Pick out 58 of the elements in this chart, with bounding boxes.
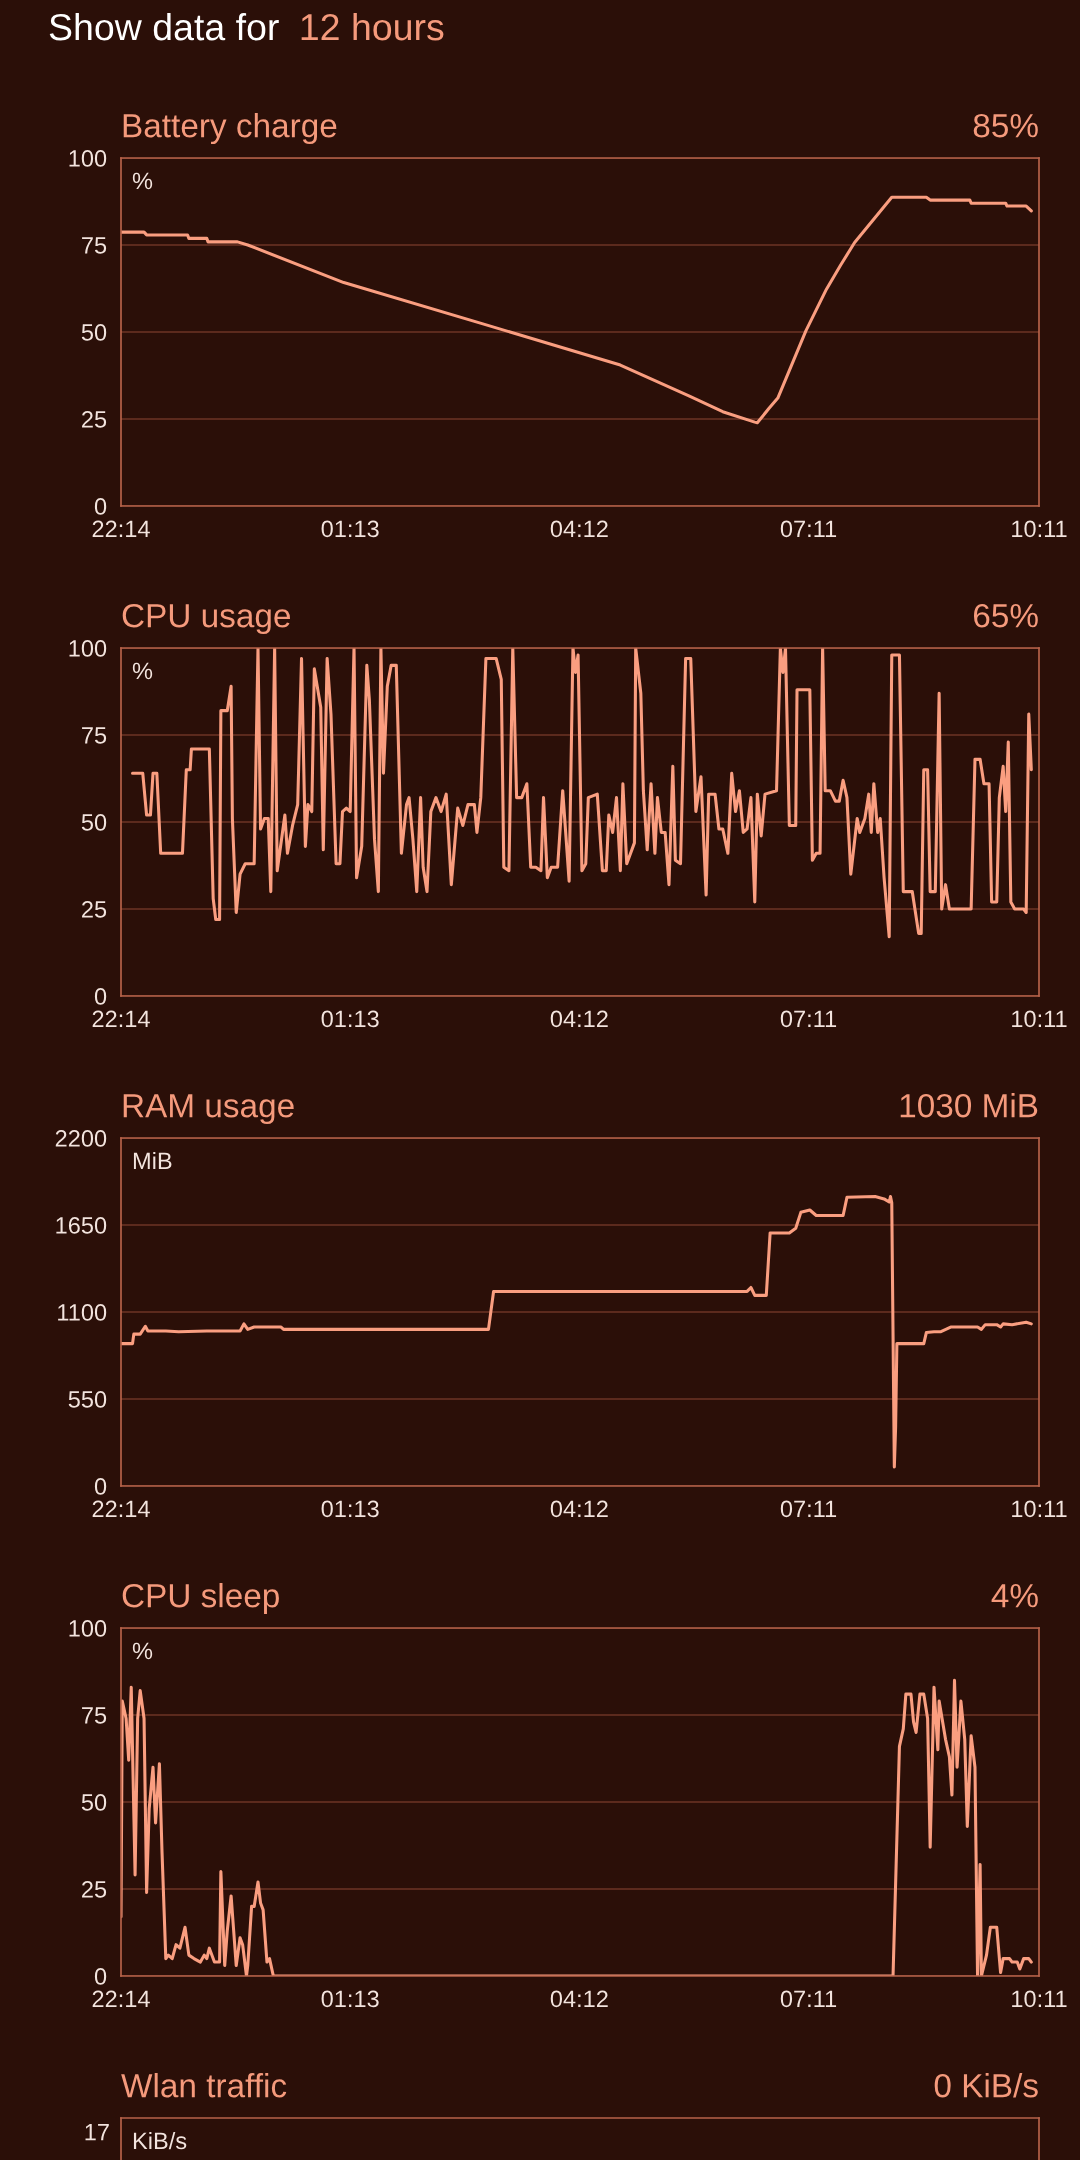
text: 17 xyxy=(85,2124,109,2141)
y-tick-label: 1100 xyxy=(58,1304,107,1321)
x-tick-label: 10:11 xyxy=(1012,520,1067,538)
y-tick-label: 50 xyxy=(81,1794,107,1811)
y-tick-label: 0 xyxy=(94,1968,107,1985)
y-tick-label: 25 xyxy=(82,411,107,428)
text: 65% xyxy=(973,603,1038,628)
x-tick-label: 10:11 xyxy=(1012,1010,1067,1028)
x-tick-label: 01:13 xyxy=(321,1010,379,1028)
y-tick-label: 75 xyxy=(82,1707,107,1724)
x-tick-label: 01:13 xyxy=(321,520,379,538)
x-tick-label: 22:14 xyxy=(92,1990,150,2007)
y-tick-label: 100 xyxy=(69,150,107,167)
y-tick-label: 2200 xyxy=(55,1130,107,1147)
y-tick-label: 25 xyxy=(82,901,107,918)
x-tick-label: 22:14 xyxy=(92,1010,150,1027)
y-axis-title: MiB xyxy=(133,1151,172,1170)
y-axis-title: % xyxy=(132,662,153,680)
y-axis-title: % xyxy=(132,172,153,190)
y-tick-label: 75 xyxy=(82,237,107,254)
x-tick-label: 07:11 xyxy=(780,1990,837,2008)
x-tick-label: 10:11 xyxy=(1012,1990,1067,2008)
y-tick-label: 75 xyxy=(82,727,107,744)
chart-title: Battery charge xyxy=(123,113,337,145)
x-tick-label: 04:12 xyxy=(550,1010,608,1028)
x-tick-label: 07:11 xyxy=(780,520,837,538)
y-tick-label: 0 xyxy=(94,498,107,515)
text: 12 hours xyxy=(301,12,444,41)
x-tick-label: 07:11 xyxy=(780,1010,837,1028)
text: Wlan traffic xyxy=(121,2073,287,2098)
x-tick-label: 22:14 xyxy=(92,520,150,537)
y-tick-label: 0 xyxy=(94,988,107,1005)
chart-title: CPU usage xyxy=(122,603,290,635)
text: KiB/s xyxy=(133,2131,187,2150)
y-tick-label: 50 xyxy=(81,814,107,831)
text: 85% xyxy=(973,113,1038,138)
text: 0 KiB/s xyxy=(934,2073,1038,2098)
text: 4% xyxy=(991,1584,1038,1608)
x-tick-label: 04:12 xyxy=(550,520,608,538)
x-tick-label: 10:11 xyxy=(1012,1500,1067,1518)
y-tick-label: 50 xyxy=(81,324,107,341)
x-tick-label: 04:12 xyxy=(550,1500,608,1518)
x-tick-label: 04:12 xyxy=(550,1990,608,2008)
y-tick-label: 1650 xyxy=(56,1217,107,1234)
x-tick-label: 01:13 xyxy=(321,1990,379,2008)
x-tick-label: 01:13 xyxy=(321,1500,379,1518)
chart-title: RAM usage xyxy=(123,1094,294,1125)
y-tick-label: 0 xyxy=(94,1478,107,1495)
y-tick-label: 550 xyxy=(68,1391,107,1408)
text: 1030 MiB xyxy=(900,1093,1038,1118)
text: Show data for xyxy=(49,12,279,41)
chart-title: CPU sleep xyxy=(122,1583,279,1615)
y-tick-label: 100 xyxy=(69,1620,107,1637)
x-tick-label: 22:14 xyxy=(92,1500,150,1517)
y-tick-label: 25 xyxy=(82,1881,107,1898)
y-axis-title: % xyxy=(132,1642,153,1660)
y-tick-label: 100 xyxy=(69,640,107,657)
x-tick-label: 07:11 xyxy=(780,1500,837,1518)
